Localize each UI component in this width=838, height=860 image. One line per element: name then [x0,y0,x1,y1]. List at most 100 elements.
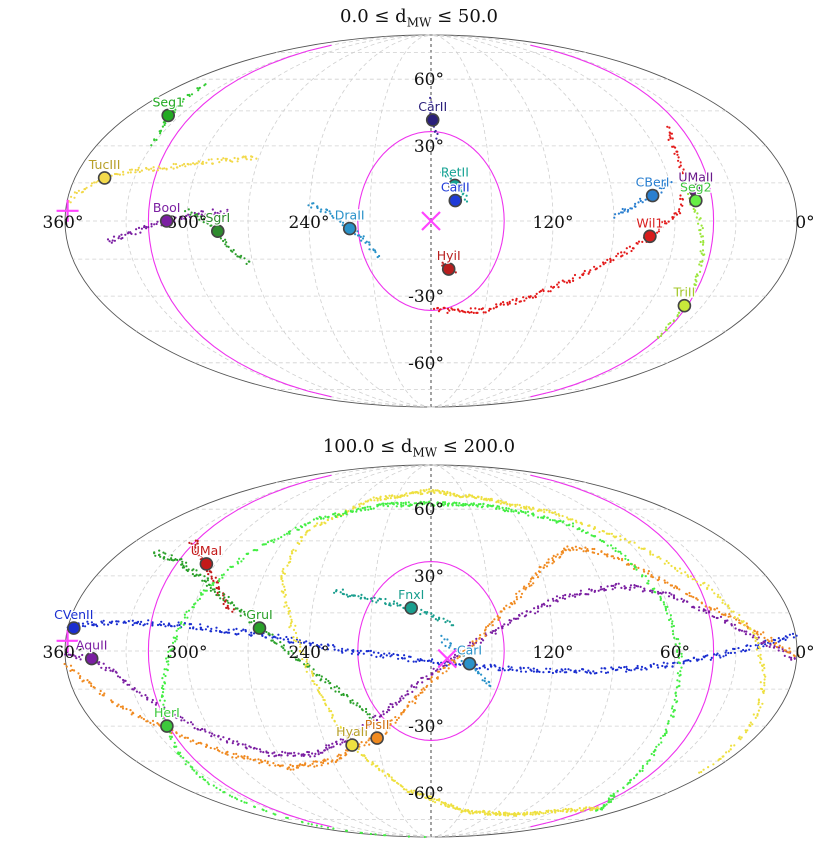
galactic-centre-plus-marker [56,199,79,222]
stream-point [639,199,642,202]
satellite-marker [441,262,456,276]
stream-point [692,207,695,211]
stream-point [637,546,641,549]
stream-point [414,702,417,705]
galactic-centre-plus-marker [56,629,79,652]
stream-point [171,641,175,644]
stream-point [483,629,487,632]
stream-point [399,697,402,700]
stream-point [765,644,768,647]
stream-point [480,308,483,311]
stream-point [699,583,702,587]
stream-point [666,662,669,665]
stream-point [311,672,314,675]
x-tick-label: 240° [289,643,330,663]
stream-point [476,311,479,314]
stream-point [418,793,421,796]
stream-point [167,663,170,666]
stream-point [655,745,658,748]
stream-point [75,191,78,195]
stream-point [611,668,614,671]
stream-point [667,138,670,141]
stream-point [347,735,350,739]
stream-point [174,108,177,111]
stream-point [377,651,380,654]
stream-point [289,622,292,625]
stream-point [307,753,310,756]
stream-point [71,654,74,657]
stream-point [468,645,471,648]
meridian-line [369,464,432,838]
stream-point [678,588,681,591]
stream-point [179,103,183,107]
stream-point [627,208,630,212]
stream-point [346,648,349,651]
stream-point [88,681,91,684]
stream-point [442,306,445,309]
stream-point [689,575,693,578]
stream-point [391,703,394,706]
stream-point [620,586,623,589]
stream-point [555,671,558,674]
stream-point [428,108,431,111]
stream-point [388,494,391,497]
stream-point [542,812,545,815]
stream-point [168,735,171,738]
satellite-marker [159,214,174,228]
stream-point [619,666,623,669]
stream-point [378,715,381,718]
stream-point [437,310,441,313]
stream-point [625,668,629,671]
stream-point [443,501,447,504]
stream-point [446,504,450,507]
stream-point [310,823,313,826]
stream-point [761,664,764,668]
stream-point [243,757,246,760]
stream-point [124,679,127,682]
stream-point [292,548,295,551]
stream-point [665,559,668,563]
stream-point [488,681,491,684]
stream-point [150,144,153,147]
stream-point [400,503,403,506]
stream-point [600,667,603,670]
stream-point [319,751,322,754]
stream-point [683,599,686,602]
stream-point [738,619,741,622]
stream-point [571,522,575,525]
stream-point [232,248,235,252]
stream-point [676,569,679,572]
stream-point [207,783,210,786]
stream-point [207,573,210,576]
stream-point [298,659,301,662]
stream-point [190,211,193,214]
stream-point [628,245,632,248]
stream-point [430,101,433,104]
stream-point [243,801,246,804]
stream-point [693,606,696,609]
stream-point [488,307,491,310]
stream-point [92,686,95,689]
stream-point [621,557,624,561]
stream-point [659,557,662,560]
stream-point [756,713,759,716]
stream-point [355,704,358,707]
stream-point [670,564,673,568]
stream-point [529,811,532,814]
stream-point [593,527,596,530]
stream-point [697,609,701,612]
satellite-marker [677,298,692,313]
stream-point [706,586,709,589]
stream-point [330,710,333,713]
stream-point [81,680,84,683]
stream-point [401,785,404,788]
stream-point [469,307,472,310]
stream-point [643,570,646,573]
stream-point [769,643,772,646]
stream-point [432,661,435,664]
stream-point [599,585,603,588]
stream-point [210,630,213,633]
stream-point [548,670,551,673]
stream-point [629,584,633,587]
stream-point [187,609,191,612]
